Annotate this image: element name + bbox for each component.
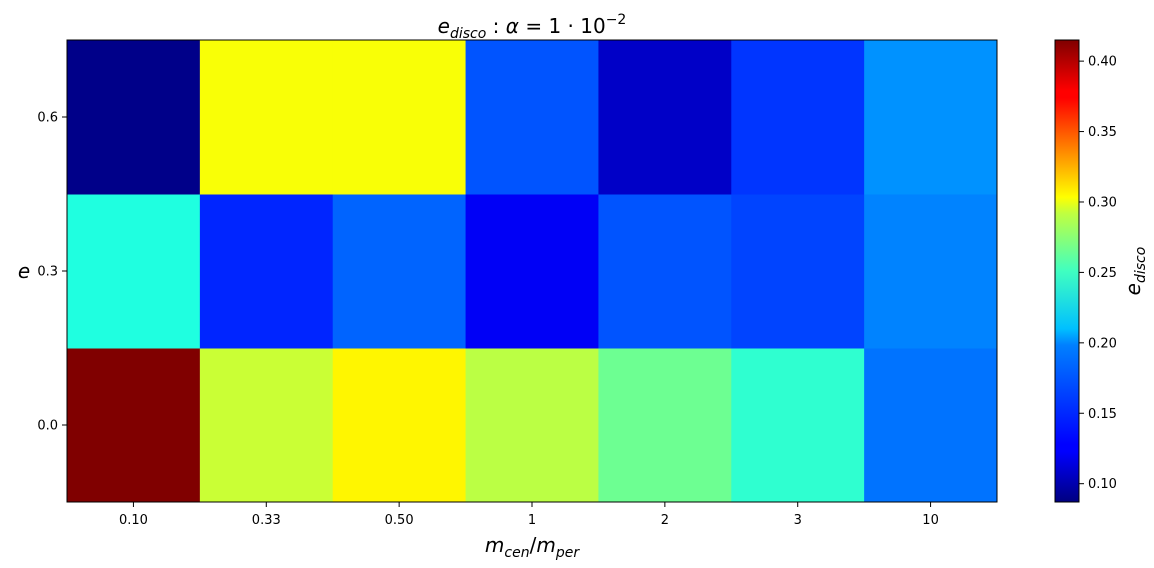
heatmap-cell bbox=[864, 194, 998, 349]
x-tick-label: 10 bbox=[922, 513, 939, 528]
heatmap-cell bbox=[731, 194, 865, 349]
chart-title: edisco : α = 1 · 10−2 bbox=[438, 12, 627, 42]
heatmap-cell bbox=[332, 40, 467, 195]
heatmap-cell bbox=[864, 40, 998, 195]
colorbar-tick-label: 0.35 bbox=[1088, 125, 1117, 140]
heatmap-cell bbox=[598, 194, 732, 349]
heatmap-cell bbox=[332, 348, 467, 503]
y-tick-label: 0.6 bbox=[37, 111, 58, 126]
x-axis-ticks: 0.10 0.33 0.50 1 2 3 10 bbox=[119, 502, 939, 528]
heatmap-cell bbox=[67, 348, 201, 503]
heatmap-cell bbox=[67, 40, 201, 195]
x-tick-label: 2 bbox=[661, 513, 669, 528]
colorbar-tick-label: 0.40 bbox=[1088, 55, 1117, 70]
heatmap-cell bbox=[598, 348, 732, 503]
colorbar-ticks: 0.10 0.15 0.20 0.25 0.30 0.35 0.40 bbox=[1079, 55, 1117, 492]
colorbar bbox=[1054, 39, 1080, 503]
x-tick-label: 0.50 bbox=[385, 513, 414, 528]
heatmap-cell bbox=[465, 348, 599, 503]
heatmap-cells bbox=[67, 40, 998, 503]
colorbar-tick-label: 0.20 bbox=[1088, 336, 1117, 351]
heatmap-cell bbox=[199, 194, 334, 349]
heatmap-cell bbox=[731, 40, 865, 195]
y-tick-label: 0.0 bbox=[37, 419, 58, 434]
heatmap-cell bbox=[731, 348, 865, 503]
heatmap-cell bbox=[864, 348, 998, 503]
heatmap-cell bbox=[199, 348, 334, 503]
colorbar-tick-label: 0.25 bbox=[1088, 266, 1117, 281]
colorbar-label: edisco bbox=[1121, 247, 1149, 296]
y-axis-label: e bbox=[18, 259, 30, 283]
heatmap-cell bbox=[465, 40, 599, 195]
y-axis-ticks: 0.0 0.3 0.6 bbox=[37, 111, 67, 434]
x-tick-label: 0.10 bbox=[119, 513, 148, 528]
heatmap-cell bbox=[199, 40, 334, 195]
heatmap-cell bbox=[598, 40, 732, 195]
colorbar-tick-label: 0.30 bbox=[1088, 195, 1117, 210]
heatmap-cell bbox=[465, 194, 599, 349]
x-tick-label: 0.33 bbox=[252, 513, 281, 528]
colorbar-tick-label: 0.10 bbox=[1088, 477, 1117, 492]
heatmap-cell bbox=[67, 194, 201, 349]
colorbar-tick-label: 0.15 bbox=[1088, 407, 1117, 422]
y-tick-label: 0.3 bbox=[37, 265, 58, 280]
x-tick-label: 3 bbox=[794, 513, 802, 528]
x-tick-label: 1 bbox=[528, 513, 536, 528]
x-axis-label: mcen/mper bbox=[485, 533, 580, 561]
heatmap-cell bbox=[332, 194, 467, 349]
